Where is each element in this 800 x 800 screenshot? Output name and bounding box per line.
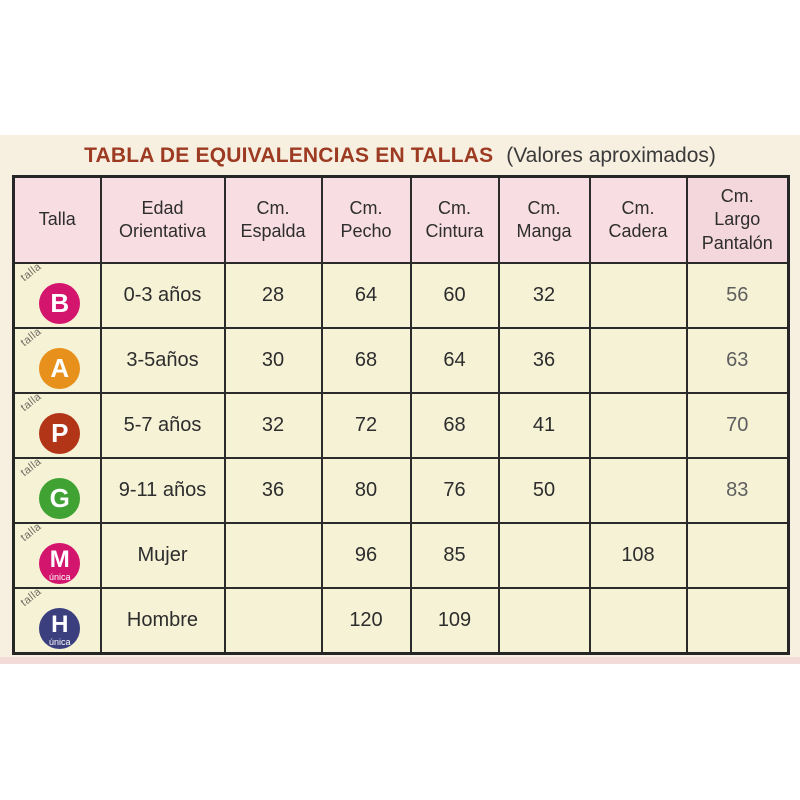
- edad-cell: 9-11 años: [99, 457, 226, 524]
- manga-cell: 36: [497, 327, 591, 394]
- header-edad-orientativa: Edad Orientativa: [99, 175, 226, 264]
- talla-label: talla: [18, 393, 45, 414]
- talla-cell: talla P: [12, 392, 102, 459]
- cintura-cell: 60: [409, 262, 500, 329]
- badge-circle-h: H única: [39, 607, 81, 649]
- espalda-cell: [223, 522, 323, 589]
- cadera-cell: [588, 327, 688, 394]
- largo-pantalon-cell: 63: [685, 327, 790, 394]
- badge-letter: B: [50, 288, 70, 318]
- espalda-cell: 28: [223, 262, 323, 329]
- talla-cell: talla B: [12, 262, 102, 329]
- header-cm-manga: Cm. Manga: [497, 175, 591, 264]
- title-note: (Valores aproximados): [506, 144, 716, 167]
- header-talla: Talla: [12, 175, 102, 264]
- badge-circle-a: A: [39, 347, 81, 389]
- pecho-cell: 68: [320, 327, 412, 394]
- badge-circle-b: B: [39, 282, 81, 324]
- cintura-cell: 85: [409, 522, 500, 589]
- cadera-cell: [588, 587, 688, 655]
- pecho-cell: 96: [320, 522, 412, 589]
- table-row-size-a: talla A 3-5años 30 68 64 36 63: [12, 327, 790, 394]
- largo-pantalon-cell: 83: [685, 457, 790, 524]
- size-badge-b: talla B: [19, 265, 88, 324]
- badge-letter: H: [51, 610, 69, 638]
- edad-cell: Mujer: [99, 522, 226, 589]
- pecho-cell: 80: [320, 457, 412, 524]
- cadera-cell: [588, 392, 688, 459]
- manga-cell: 41: [497, 392, 591, 459]
- pecho-cell: 64: [320, 262, 412, 329]
- table-row-size-h: talla H única Hombre 120 109: [12, 587, 790, 655]
- header-cm-pecho: Cm. Pecho: [320, 175, 412, 264]
- badge-circle-p: P: [39, 412, 81, 454]
- espalda-cell: 32: [223, 392, 323, 459]
- talla-cell: talla G: [12, 457, 102, 524]
- badge-letter: P: [51, 418, 69, 448]
- cadera-cell: [588, 457, 688, 524]
- cintura-cell: 64: [409, 327, 500, 394]
- cintura-cell: 76: [409, 457, 500, 524]
- largo-pantalon-cell: 56: [685, 262, 790, 329]
- pecho-cell: 120: [320, 587, 412, 655]
- cadera-cell: 108: [588, 522, 688, 589]
- size-badge-a: talla A: [19, 330, 88, 389]
- badge-unica-label: única: [48, 636, 71, 647]
- pecho-cell: 72: [320, 392, 412, 459]
- header-cm-cintura: Cm. Cintura: [409, 175, 500, 264]
- badge-unica-label: única: [48, 571, 71, 582]
- cintura-cell: 109: [409, 587, 500, 655]
- title-main: TABLA DE EQUIVALENCIAS EN TALLAS: [84, 144, 494, 167]
- table-row-size-b: talla B 0-3 años 28 64 60 32 56: [12, 262, 790, 329]
- talla-cell: talla M única: [12, 522, 102, 589]
- edad-cell: 3-5años: [99, 327, 226, 394]
- manga-cell: 50: [497, 457, 591, 524]
- largo-pantalon-cell: 70: [685, 392, 790, 459]
- badge-circle-g: G: [39, 477, 81, 519]
- largo-pantalon-cell: [685, 522, 790, 589]
- talla-label: talla: [18, 458, 45, 479]
- size-chart-card: TABLA DE EQUIVALENCIAS EN TALLAS (Valore…: [0, 135, 800, 664]
- header-cm-cadera: Cm. Cadera: [588, 175, 688, 264]
- talla-label: talla: [18, 523, 45, 544]
- badge-letter: A: [50, 353, 70, 383]
- talla-label: talla: [18, 328, 45, 349]
- largo-pantalon-cell: [685, 587, 790, 655]
- espalda-cell: 30: [223, 327, 323, 394]
- cintura-cell: 68: [409, 392, 500, 459]
- badge-letter: G: [49, 483, 70, 513]
- badge-circle-m: M única: [39, 542, 81, 584]
- talla-cell: talla A: [12, 327, 102, 394]
- manga-cell: [497, 587, 591, 655]
- table-row-size-g: talla G 9-11 años 36 80 76 50 83: [12, 457, 790, 524]
- header-cm-largo-pantalon: Cm. Largo Pantalón: [685, 175, 790, 264]
- size-badge-g: talla G: [19, 460, 88, 519]
- header-row: Talla Edad Orientativa Cm. Espalda Cm. P…: [12, 175, 790, 264]
- page-title: TABLA DE EQUIVALENCIAS EN TALLAS (Valore…: [0, 135, 800, 168]
- edad-cell: 0-3 años: [99, 262, 226, 329]
- espalda-cell: 36: [223, 457, 323, 524]
- badge-letter: M: [49, 545, 70, 573]
- talla-cell: talla H única: [12, 587, 102, 655]
- size-badge-h: talla H única: [19, 590, 88, 649]
- size-badge-m: talla M única: [19, 525, 88, 584]
- talla-label: talla: [18, 263, 45, 284]
- header-cm-espalda: Cm. Espalda: [223, 175, 323, 264]
- edad-cell: 5-7 años: [99, 392, 226, 459]
- espalda-cell: [223, 587, 323, 655]
- size-badge-p: talla P: [19, 395, 88, 454]
- edad-cell: Hombre: [99, 587, 226, 655]
- size-equivalence-table: Talla Edad Orientativa Cm. Espalda Cm. P…: [12, 175, 790, 655]
- table-row-size-p: talla P 5-7 años 32 72 68 41 70: [12, 392, 790, 459]
- cadera-cell: [588, 262, 688, 329]
- talla-label: talla: [18, 588, 45, 609]
- manga-cell: 32: [497, 262, 591, 329]
- manga-cell: [497, 522, 591, 589]
- table-row-size-m: talla M única Mujer 96 85 108: [12, 522, 790, 589]
